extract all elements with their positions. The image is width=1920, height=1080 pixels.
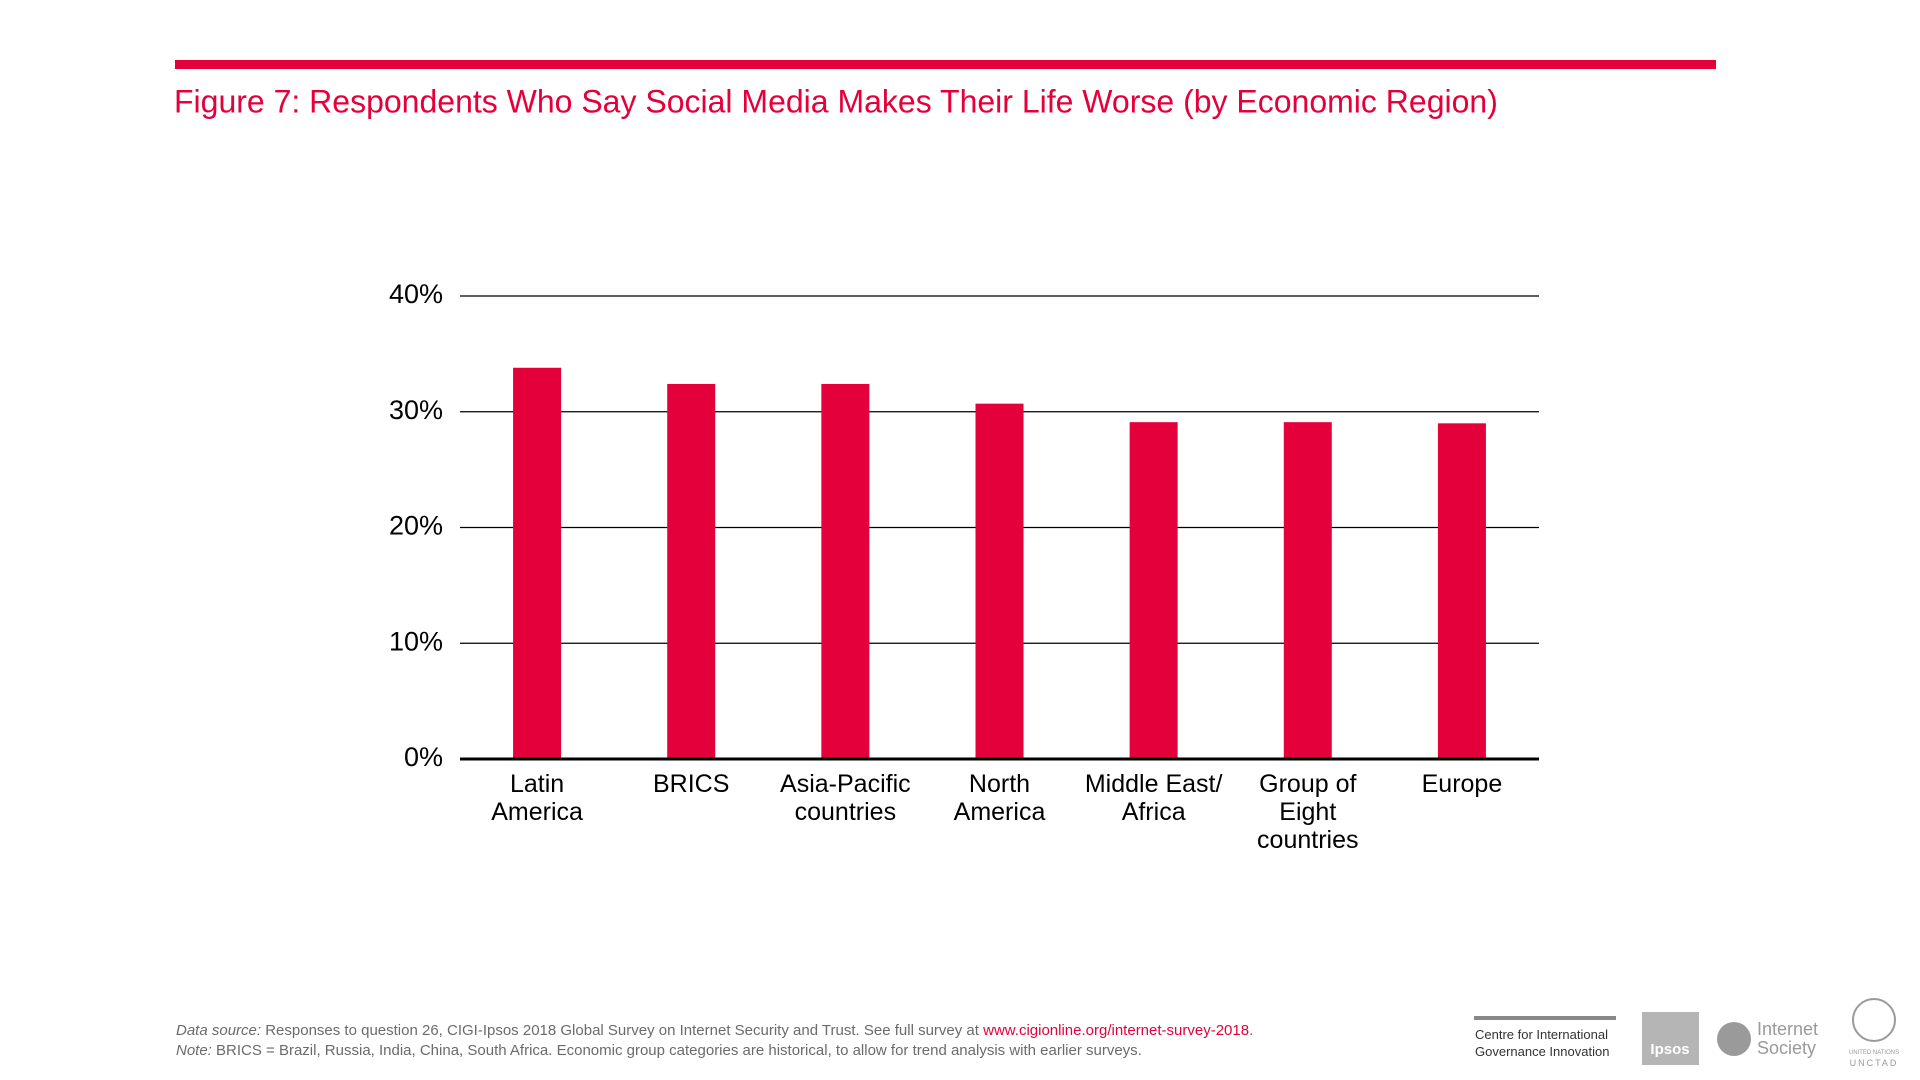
y-tick-label: 20% (389, 511, 443, 541)
x-tick-label: Middle East/Africa (1085, 770, 1223, 826)
x-tick-label: North America (954, 770, 1046, 826)
y-tick-label: 30% (389, 395, 443, 425)
un-logo: UNITED NATIONS (1849, 1050, 1899, 1056)
bar (513, 367, 562, 759)
x-tick-label: Asia-Pacific countries (780, 770, 911, 826)
note-text: BRICS = Brazil, Russia, India, China, So… (212, 1042, 1142, 1059)
source-text: Responses to question 26, CIGI-Ipsos 201… (261, 1022, 983, 1039)
bar (1437, 423, 1486, 759)
source-end: . (1249, 1022, 1253, 1039)
source-link[interactable]: www.cigionline.org/internet-survey-2018 (982, 1022, 1249, 1039)
note-label: Note: (176, 1042, 212, 1059)
ipsos-box (1642, 1012, 1699, 1065)
cigi-rule (1474, 1016, 1616, 1020)
header-rule (175, 60, 1716, 69)
footer-source: Data source: Responses to question 26, C… (176, 1022, 1253, 1039)
x-tick-label: Europe (1422, 770, 1503, 798)
x-tick-label: Group of Eight countries (1257, 770, 1358, 854)
chart-title: Figure 7: Respondents Who Say Social Med… (174, 83, 1498, 119)
bar (821, 383, 870, 759)
x-tick-label: BRICS (653, 770, 729, 798)
logos: Centre for International Governance Inno… (1474, 998, 1899, 1068)
bar (1283, 422, 1332, 759)
y-tick-label: 10% (389, 626, 443, 656)
isoc-logo: Internet (1757, 1019, 1818, 1039)
y-tick-label: 0% (404, 742, 443, 772)
bar (1129, 422, 1178, 759)
bar (667, 383, 716, 759)
bar (975, 403, 1024, 759)
ipsos-logo: Ipsos (1650, 1041, 1689, 1058)
un-emblem (1852, 998, 1896, 1042)
isoc-logo: Society (1757, 1038, 1816, 1058)
cigi-logo: Centre for International (1475, 1027, 1608, 1042)
cigi-logo: Governance Innovation (1475, 1044, 1609, 1059)
source-label: Data source: (176, 1022, 261, 1039)
isoc-globe (1717, 1022, 1751, 1056)
y-tick-label: 40% (389, 279, 443, 309)
x-tick-label: Latin America (491, 770, 583, 826)
un-logo: UNCTAD (1850, 1058, 1899, 1068)
footer-note: Note: BRICS = Brazil, Russia, India, Chi… (176, 1042, 1142, 1059)
